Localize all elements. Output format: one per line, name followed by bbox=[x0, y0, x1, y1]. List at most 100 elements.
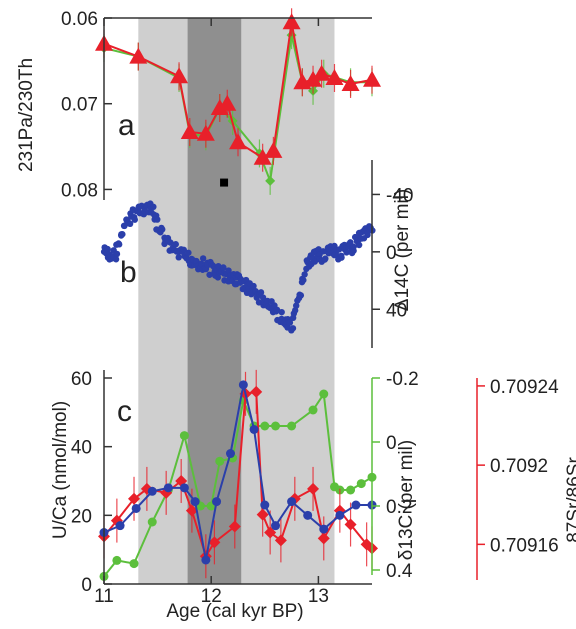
uca-axis-title: U/Ca (nmol/mol) bbox=[50, 401, 71, 539]
sr-diamond-point bbox=[250, 385, 263, 398]
x-tick-label: 11 bbox=[94, 586, 114, 607]
uca-tick-label: 0 bbox=[81, 575, 92, 596]
green-c-point bbox=[356, 479, 366, 489]
blue-c-point bbox=[271, 521, 281, 531]
d14c-point bbox=[322, 255, 329, 262]
d14c-point bbox=[119, 231, 126, 238]
d14c-point bbox=[175, 254, 182, 261]
green-c-point bbox=[287, 421, 297, 431]
green-c-point bbox=[271, 421, 281, 431]
pa-triangle-point bbox=[229, 133, 247, 150]
d13c-tick-label: 0 bbox=[386, 433, 397, 454]
green-c-point bbox=[319, 389, 329, 399]
green-c-point bbox=[308, 405, 318, 415]
d14c-point bbox=[293, 302, 300, 309]
blue-c-point bbox=[115, 521, 125, 531]
green-c-point bbox=[260, 421, 270, 431]
blue-c-point bbox=[335, 510, 345, 520]
tick-labels: 11 12 13 0.06 0.07 0.08 -40 0 40 0 20 40 60 -0.2 0 0.2 0… bbox=[61, 9, 559, 607]
sr-diamond-point bbox=[228, 520, 241, 533]
sr-diamond-point bbox=[274, 534, 287, 547]
green-c-point bbox=[147, 517, 157, 527]
d14c-point bbox=[311, 258, 319, 265]
panel-b-label: b bbox=[120, 256, 137, 289]
d14c-point bbox=[289, 325, 297, 332]
sr-axis-title: 87Sr/86Sr bbox=[564, 457, 576, 543]
pa-triangle-point bbox=[129, 47, 148, 64]
d14c-point bbox=[131, 216, 138, 223]
d14c-point bbox=[364, 229, 371, 237]
green-c-point bbox=[215, 456, 225, 466]
d13c-tick-label: 0.2 bbox=[386, 497, 412, 518]
blue-c-point bbox=[319, 524, 329, 534]
sr-diamond-point bbox=[128, 492, 141, 505]
sr-diamond-point bbox=[256, 508, 269, 521]
blue-c-point bbox=[249, 425, 259, 434]
blue-c-point bbox=[163, 483, 173, 493]
d14c-point bbox=[343, 249, 350, 256]
green-c-point bbox=[129, 559, 139, 569]
d14c-point bbox=[172, 241, 179, 248]
d14c-point bbox=[347, 239, 354, 246]
d14c-point bbox=[257, 289, 265, 296]
d14c-point bbox=[220, 264, 227, 271]
d14c-point bbox=[355, 241, 363, 249]
blue-c-point bbox=[351, 500, 361, 510]
blue-c-point bbox=[212, 497, 222, 507]
pa-tick-label: 0.08 bbox=[61, 180, 98, 201]
chart-marks bbox=[95, 8, 381, 581]
d14c-point bbox=[115, 241, 123, 248]
panel-c-label: c bbox=[117, 395, 132, 428]
d14c-point bbox=[180, 246, 188, 254]
d14c-point bbox=[113, 250, 121, 258]
sr-diamond-point bbox=[185, 504, 198, 517]
d14c-point bbox=[350, 243, 357, 250]
d14c-point bbox=[214, 274, 222, 281]
d14c-point bbox=[250, 282, 257, 290]
d14c-point bbox=[185, 249, 192, 256]
uca-tick-label: 60 bbox=[71, 369, 92, 390]
panel-a-label: a bbox=[118, 109, 135, 142]
sr-diamond-point bbox=[307, 482, 320, 495]
sr-diamond-point bbox=[264, 526, 277, 539]
d14c-point bbox=[338, 252, 345, 259]
pa-triangle-point bbox=[363, 70, 381, 87]
blue-c-point bbox=[225, 449, 235, 459]
pa-triangle-point bbox=[170, 67, 189, 84]
pa-triangle-point bbox=[180, 123, 199, 139]
blue-c-point bbox=[303, 510, 313, 520]
pa-axis-title: 231Pa/230Th bbox=[16, 58, 37, 172]
sr-tick-label: 0.70924 bbox=[490, 377, 559, 398]
pa-tick-label: 0.07 bbox=[61, 95, 98, 116]
green-c-point bbox=[112, 555, 122, 565]
d13c-axis-title: δ13C (per mil) bbox=[396, 440, 417, 560]
axes bbox=[103, 17, 485, 585]
blue-c-point bbox=[190, 497, 200, 507]
x-tick-label: 13 bbox=[308, 586, 329, 607]
green-c-point bbox=[179, 431, 189, 441]
d14c-point bbox=[199, 255, 207, 262]
x-tick-label: 12 bbox=[201, 586, 222, 607]
pa-triangle-point bbox=[196, 124, 215, 141]
d14c-point bbox=[278, 308, 285, 316]
blue-c-point bbox=[238, 380, 248, 390]
d14c-point bbox=[301, 271, 308, 278]
blue-c-point bbox=[147, 486, 157, 496]
d14c-point bbox=[126, 220, 134, 228]
d14c-point bbox=[297, 292, 305, 299]
pa-tick-label: 0.06 bbox=[61, 9, 98, 30]
sr-diamond-point bbox=[344, 518, 357, 531]
blue-c-point bbox=[287, 497, 297, 507]
d14c-point bbox=[112, 256, 120, 263]
d14c-point bbox=[300, 276, 307, 284]
x-axis-title: Age (cal kyr BP) bbox=[166, 601, 303, 622]
d14c-point bbox=[215, 262, 222, 270]
sr-tick-label: 0.70916 bbox=[490, 535, 559, 556]
d14c-axis-title: Δ14C (per mil) bbox=[392, 189, 413, 312]
blue-c-point bbox=[201, 555, 211, 565]
d13c-tick-label: 0.4 bbox=[386, 561, 413, 582]
d14c-point bbox=[286, 319, 294, 326]
d14c-tick-label: 0 bbox=[386, 243, 397, 264]
pa-triangle-point bbox=[218, 94, 237, 111]
